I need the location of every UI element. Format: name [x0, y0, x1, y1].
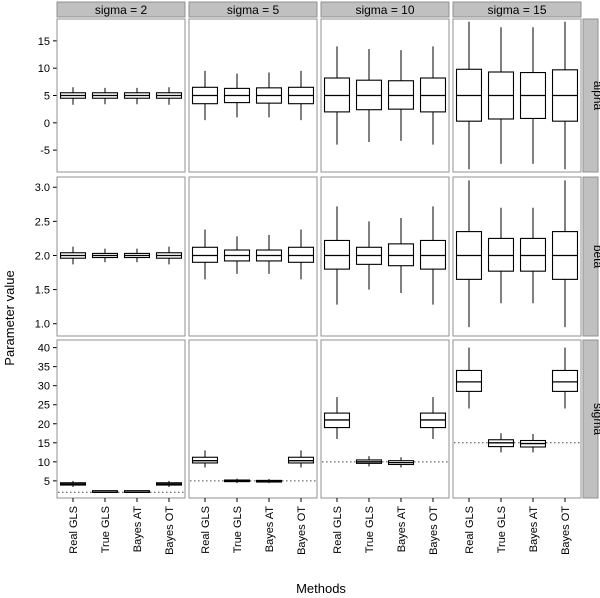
y-tick-label: 20 [38, 419, 50, 431]
x-tick-label: Bayes OT [164, 506, 176, 555]
y-tick-label: 0 [44, 118, 50, 130]
x-tick-label: Bayes AT [396, 506, 408, 553]
panels-layer: sigma = 2 sigma = 5 sigma = 10 sigma = 15 al… [35, 1, 600, 555]
x-tick-label: Bayes OT [560, 506, 572, 555]
row-strip-label: alpha [591, 81, 600, 111]
column-strip [56, 1, 186, 18]
y-tick-label: -5 [40, 145, 50, 157]
x-tick-label: Real GLS [68, 506, 80, 554]
column-strip-label: sigma = 2 [95, 3, 148, 17]
column-strip [320, 1, 450, 18]
box [191, 246, 219, 263]
box [323, 239, 351, 270]
x-tick-label: Real GLS [332, 506, 344, 554]
x-tick-label: Bayes AT [528, 506, 540, 553]
box [287, 246, 315, 263]
y-tick-label: 35 [38, 362, 50, 374]
y-tick-label: 25 [38, 400, 50, 412]
x-tick-label: Real GLS [200, 506, 212, 554]
column-strip [452, 1, 582, 18]
box [455, 369, 483, 392]
y-tick-label: 3.0 [35, 182, 50, 194]
y-tick-label: 15 [38, 438, 50, 450]
y-tick-label: 40 [38, 343, 50, 355]
x-tick-label: Bayes OT [428, 506, 440, 555]
y-tick-label: 1.5 [35, 285, 50, 297]
panel-frame [56, 339, 186, 499]
row-strip-label: beta [591, 245, 600, 269]
y-tick-label: 2.0 [35, 250, 50, 262]
box [387, 243, 415, 267]
y-tick-label: 10 [38, 457, 50, 469]
box [419, 239, 447, 270]
x-tick-label: Bayes AT [264, 506, 276, 553]
x-tick-label: Bayes OT [296, 506, 308, 555]
column-strip-label: sigma = 15 [487, 3, 546, 17]
x-tick-label: True GLS [364, 506, 376, 553]
x-axis-title: Methods [296, 581, 346, 596]
box [551, 369, 579, 392]
x-tick-label: Real GLS [464, 506, 476, 554]
x-tick-label: Bayes AT [132, 506, 144, 553]
row-strip [582, 339, 599, 499]
column-strip-label: sigma = 10 [355, 3, 414, 17]
row-strip [582, 176, 599, 337]
y-axis-title: Parameter value [2, 270, 17, 365]
y-tick-label: 5 [44, 476, 50, 488]
y-tick-label: 2.5 [35, 216, 50, 228]
x-tick-label: True GLS [232, 506, 244, 553]
x-tick-label: True GLS [496, 506, 508, 553]
row-strip-label: sigma [591, 403, 600, 435]
column-strip [188, 1, 318, 18]
column-strip-label: sigma = 5 [227, 3, 280, 17]
y-tick-label: 10 [38, 63, 50, 75]
panel-frame [188, 339, 318, 499]
y-tick-label: 1.0 [35, 319, 50, 331]
box [519, 237, 547, 272]
box [487, 237, 515, 272]
y-tick-label: 15 [38, 36, 50, 48]
x-tick-label: True GLS [100, 506, 112, 553]
row-strip [582, 18, 599, 173]
y-tick-label: 30 [38, 381, 50, 393]
panel-frame [452, 339, 582, 499]
y-tick-label: 5 [44, 91, 50, 103]
